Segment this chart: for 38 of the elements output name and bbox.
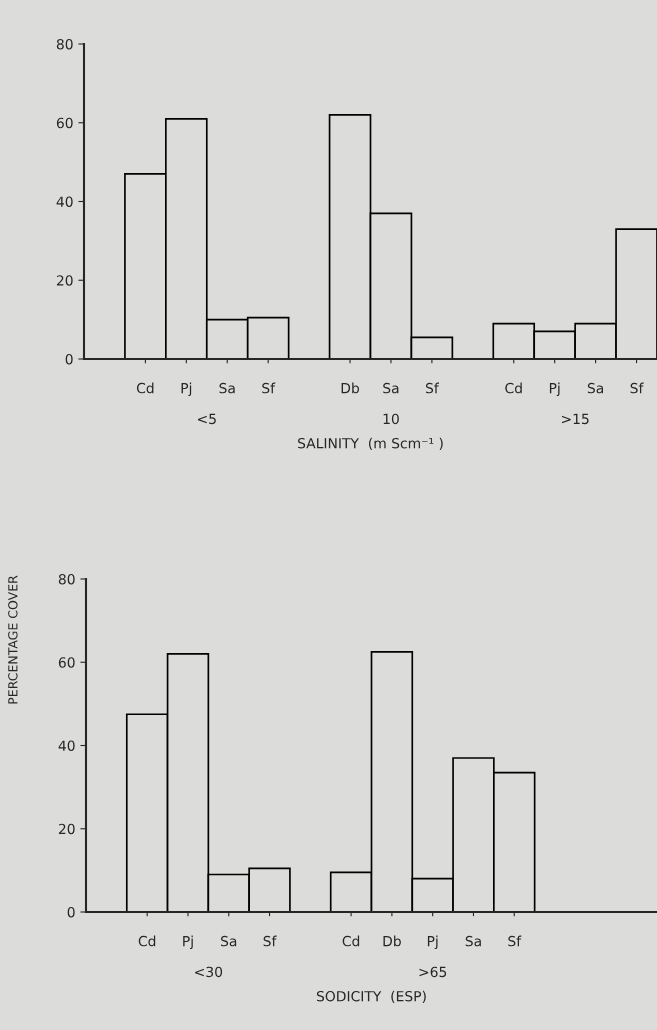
text: >65 (419, 966, 447, 978)
y-tick-label: 40 (56, 196, 73, 207)
x-tick-label: Sa (219, 382, 235, 394)
x-tick-label: Cd (138, 935, 156, 947)
x-tick-label: Sa (383, 382, 399, 394)
x-tick-label: Pj (427, 935, 438, 950)
x-axis-title: SODICITY (ESP) (316, 990, 426, 1004)
x-tick-label: Pj (183, 935, 193, 950)
x-tick-label: Sf (508, 935, 522, 947)
y-tick-label: 20 (58, 823, 75, 835)
y-tick-label: 80 (56, 38, 73, 50)
y-tick-label: 0 (65, 353, 73, 365)
y-tick-label: 60 (56, 117, 73, 129)
x-tick-label: Db (383, 935, 401, 947)
y-tick-label: 60 (58, 657, 75, 668)
text: <5 (198, 413, 216, 425)
text: <30 (195, 966, 223, 978)
x-tick-label: Sf (263, 935, 277, 947)
x-axis-title: SALINITY (m Scm⁻¹ ) (298, 437, 443, 451)
x-tick-label: Sa (465, 935, 481, 947)
x-tick-label: Sa (221, 935, 237, 947)
x-tick-label: Cd (342, 935, 360, 947)
x-tick-label: Sf (630, 382, 644, 394)
y-tick-label: 80 (58, 573, 75, 585)
x-tick-label: Db (341, 382, 360, 394)
x-tick-label: Cd (505, 382, 522, 394)
x-tick-label: Sf (262, 382, 276, 394)
y-tick-label: 40 (58, 740, 75, 751)
y-tick-label: 20 (56, 275, 73, 286)
x-tick-label: Sa (587, 382, 604, 394)
y-tick-label: 0 (67, 906, 75, 918)
x-tick-label: Cd (136, 382, 154, 394)
y-axis-title: PERCENTAGE COVER (8, 575, 18, 704)
x-tick-label: Sf (425, 382, 440, 394)
text: 10 (383, 413, 399, 425)
text: >15 (561, 413, 589, 425)
x-tick-label: Pj (549, 382, 560, 397)
x-tick-label: Pj (181, 382, 192, 397)
